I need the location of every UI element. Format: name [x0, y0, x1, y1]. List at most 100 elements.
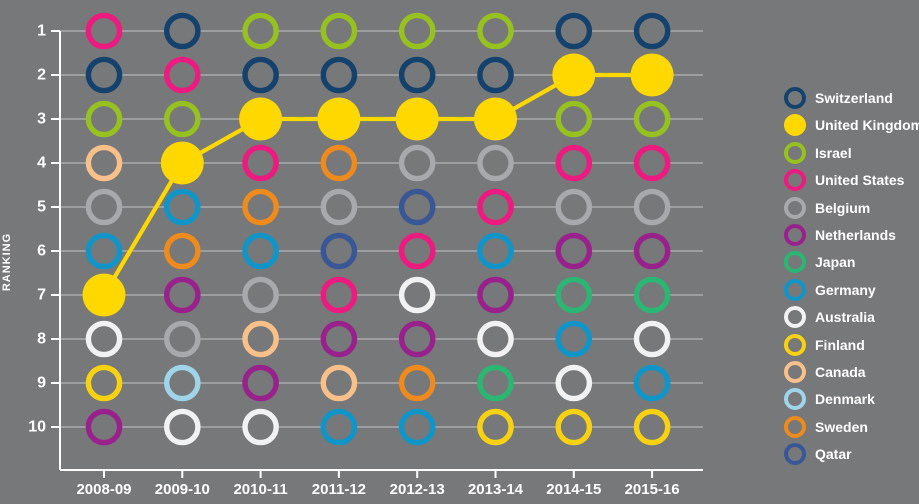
x-tick-label: 2008-09	[76, 481, 131, 498]
marker-australia-2009-10	[163, 408, 201, 446]
y-tick-label: 10	[28, 419, 46, 436]
marker-united-states-2014-15	[555, 144, 593, 182]
marker-qatar-2011-12	[320, 232, 358, 270]
marker-israel-2009-10	[163, 100, 201, 138]
marker-switzerland-2015-16	[633, 12, 671, 50]
marker-netherlands-2015-16	[633, 232, 671, 270]
marker-netherlands-2012-13	[398, 320, 436, 358]
legend-swatch-united-states	[784, 169, 806, 192]
marker-belgium-2009-10	[163, 320, 201, 358]
marker-israel-2008-09	[85, 100, 123, 138]
legend-label: Qatar	[815, 446, 852, 463]
legend-label: Finland	[815, 336, 865, 353]
marker-germany-2012-13	[398, 408, 436, 446]
legend-item-finland: Finland	[784, 333, 919, 356]
marker-israel-2011-12	[320, 12, 358, 50]
marker-germany-2015-16	[633, 364, 671, 402]
x-tick-label: 2015-16	[625, 481, 680, 498]
marker-australia-2014-15	[555, 364, 593, 402]
marker-germany-2008-09	[85, 232, 123, 270]
marker-israel-2010-11	[242, 12, 279, 50]
legend-label: Canada	[815, 363, 866, 380]
x-tick-label: 2009-10	[155, 481, 210, 498]
marker-united-states-2013-14	[477, 188, 514, 226]
marker-finland-2008-09	[85, 364, 123, 402]
marker-united-kingdom-2010-11	[239, 97, 283, 141]
marker-belgium-2015-16	[633, 188, 671, 226]
marker-germany-2009-10	[163, 188, 201, 226]
marker-switzerland-2008-09	[85, 56, 123, 94]
legend-swatch-finland	[784, 333, 806, 356]
marker-switzerland-2010-11	[242, 56, 279, 94]
legend-item-netherlands: Netherlands	[784, 223, 919, 246]
legend-label: United Kingdom	[815, 117, 919, 134]
marker-sweden-2011-12	[320, 144, 358, 182]
marker-switzerland-2009-10	[163, 12, 201, 50]
marker-finland-2015-16	[633, 408, 671, 446]
y-tick-label: 9	[37, 375, 46, 392]
y-axis-title: RANKING	[1, 233, 13, 291]
marker-australia-2012-13	[398, 276, 436, 314]
legend-swatch-netherlands	[784, 223, 806, 246]
legend-item-israel: Israel	[784, 141, 919, 164]
marker-belgium-2010-11	[242, 276, 279, 314]
legend-item-switzerland: Switzerland	[784, 87, 919, 109]
y-tick-label: 1	[37, 23, 46, 40]
marker-israel-2012-13	[398, 12, 436, 50]
marker-netherlands-2014-15	[555, 232, 593, 270]
marker-united-states-2009-10	[163, 56, 201, 94]
marker-canada-2008-09	[85, 144, 123, 182]
marker-germany-2010-11	[242, 232, 279, 270]
legend-item-united-states: United States	[784, 169, 919, 192]
y-tick-label: 8	[37, 331, 46, 348]
marker-israel-2015-16	[633, 100, 671, 138]
marker-switzerland-2012-13	[398, 56, 436, 94]
legend-swatch-australia	[784, 306, 806, 329]
marker-canada-2011-12	[320, 364, 358, 402]
legend-label: Japan	[815, 254, 856, 271]
legend-label: Australia	[815, 309, 875, 326]
x-tick-label: 2014-15	[546, 481, 601, 498]
y-tick-label: 4	[37, 155, 46, 172]
marker-united-kingdom-2009-10	[160, 141, 204, 185]
legend-swatch-canada	[784, 360, 806, 383]
legend-item-japan: Japan	[784, 251, 919, 274]
marker-united-kingdom-2008-09	[82, 273, 126, 317]
y-tick-label: 7	[37, 287, 46, 304]
marker-united-kingdom-2013-14	[474, 97, 517, 141]
marker-qatar-2012-13	[398, 188, 436, 226]
marker-sweden-2009-10	[163, 232, 201, 270]
marker-netherlands-2010-11	[242, 364, 279, 402]
legend-label: Israel	[815, 144, 852, 161]
legend-label: Denmark	[815, 391, 875, 408]
marker-sweden-2012-13	[398, 364, 436, 402]
marker-switzerland-2014-15	[555, 12, 593, 50]
legend-label: Netherlands	[815, 226, 896, 243]
legend-swatch-qatar	[784, 443, 806, 466]
legend-swatch-switzerland	[784, 87, 806, 109]
legend-label: Switzerland	[815, 90, 893, 106]
marker-united-states-2015-16	[633, 144, 671, 182]
marker-australia-2015-16	[633, 320, 671, 358]
marker-australia-2010-11	[242, 408, 279, 446]
marker-israel-2014-15	[555, 100, 593, 138]
legend-label: Belgium	[815, 199, 871, 216]
marker-united-states-2008-09	[85, 12, 123, 50]
marker-germany-2011-12	[320, 408, 358, 446]
marker-united-states-2010-11	[242, 144, 279, 182]
legend-swatch-germany	[784, 278, 806, 301]
marker-sweden-2010-11	[242, 188, 279, 226]
marker-finland-2013-14	[477, 408, 514, 446]
legend-item-belgium: Belgium	[784, 196, 919, 219]
marker-belgium-2014-15	[555, 188, 593, 226]
marker-switzerland-2013-14	[477, 56, 514, 94]
marker-united-states-2011-12	[320, 276, 358, 314]
legend-item-denmark: Denmark	[784, 388, 919, 411]
marker-united-states-2012-13	[398, 232, 436, 270]
marker-canada-2010-11	[242, 320, 279, 358]
legend-item-qatar: Qatar	[784, 443, 919, 466]
x-tick-label: 2013-14	[468, 481, 524, 498]
marker-japan-2013-14	[477, 364, 514, 402]
marker-belgium-2011-12	[320, 188, 358, 226]
legend-item-germany: Germany	[784, 278, 919, 301]
